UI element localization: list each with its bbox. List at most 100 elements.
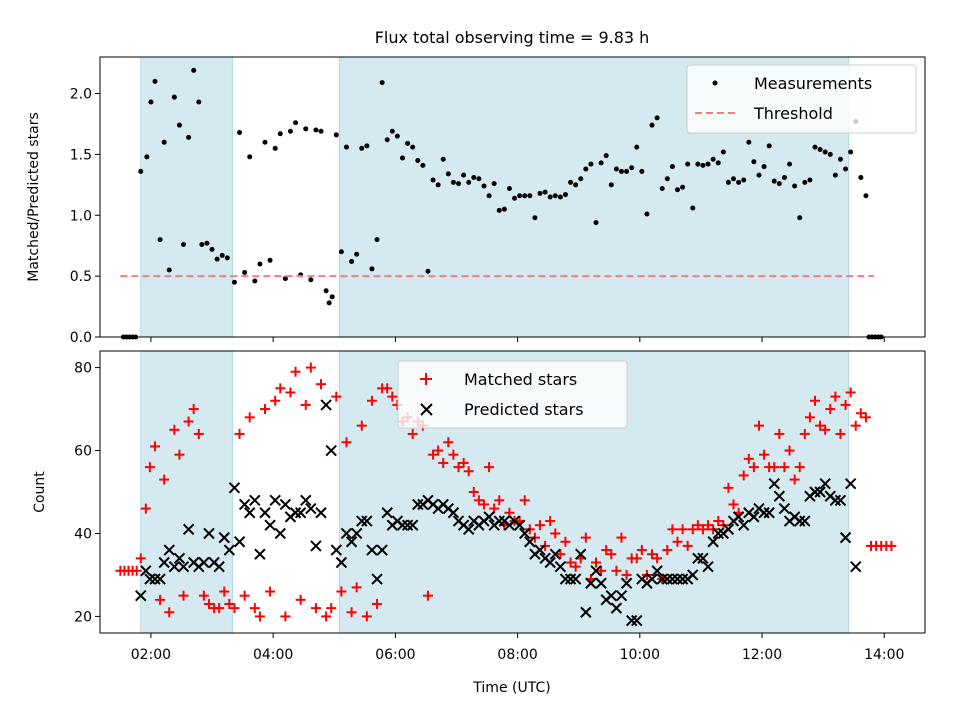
measurement-point [231,279,237,285]
measurement-point [461,172,467,178]
predicted-star-point [233,536,246,548]
predicted-star-point [524,536,536,548]
matched-star-point [779,462,790,473]
predicted-star-point [244,507,256,519]
predicted-star-point [406,519,419,531]
predicted-star-point [376,544,388,556]
matched-star-point [647,549,658,560]
measurement-point [746,139,752,145]
matched-star-point [748,462,759,473]
predicted-star-point [737,519,750,531]
matched-star-point [275,383,286,394]
predicted-star-point [462,523,475,536]
top-ytick-label-4: 2.0 [70,87,92,103]
predicted-star-point [356,515,368,527]
measurement-point [557,194,563,200]
measurement-point [654,115,660,121]
measurement-point [204,240,210,246]
measurement-point [148,99,154,105]
predicted-star-point [330,544,343,556]
predicted-star-point [279,498,292,511]
matched-star-point [850,420,861,431]
matched-star-point [611,565,622,576]
matched-star-point [214,603,225,614]
measurement-point [792,183,798,189]
predicted-star-point [401,519,414,531]
predicted-star-point [549,548,561,560]
matched-star-point [753,420,764,431]
measurement-point [450,179,456,185]
measurement-point [267,257,273,263]
predicted-star-point [305,502,317,515]
measurement-point [517,193,523,199]
chart-title: Flux total observing time = 9.83 h [375,28,650,47]
predicted-star-point [519,527,531,540]
measurement-point [848,149,854,155]
measurement-point [797,215,803,221]
matched-star-point [535,520,545,531]
measurement-point [817,147,823,153]
predicted-star-point [564,573,577,585]
predicted-star-point [799,515,811,527]
measurement-point [685,161,691,167]
measurement-point [359,145,365,151]
measurement-point [287,128,293,134]
matched-star-point [433,445,444,456]
matched-star-point [484,462,495,473]
matched-star-point [845,387,856,398]
matched-star-point [825,404,836,415]
measurement-point [669,164,675,170]
predicted-star-point [758,507,770,519]
matched-star-point [164,607,175,618]
predicted-star-point [340,527,353,540]
measurement-point [349,259,355,265]
measurement-point [664,176,670,182]
measurement-point [496,207,502,213]
predicted-star-point [203,527,215,540]
measurement-point [552,193,558,199]
top-ytick-label-3: 1.5 [70,147,92,163]
predicted-star-point [361,515,373,527]
predicted-star-point [350,527,363,540]
matched-star-point [234,428,245,439]
matched-star-point [636,545,647,556]
measurement-point [639,168,645,174]
measurement-point [364,143,370,149]
bot-ytick-label-0: 20 [74,609,92,625]
predicted-star-point [158,556,170,569]
matched-star-point [804,412,815,423]
matched-star-point [580,532,591,543]
legend-threshold-label: Threshold [753,104,833,123]
matched-star-point [203,598,214,609]
matched-star-point [458,457,469,468]
measurement-point [705,161,711,167]
predicted-star-point [595,577,607,589]
predicted-star-point [590,565,602,577]
x-tick-label-0: 02:00 [131,647,171,663]
predicted-star-point [315,507,327,519]
predicted-star-point [687,569,699,581]
measurement-point [695,161,701,167]
predicted-star-point [534,544,546,556]
measurement-point [624,168,630,174]
matched-star-point [799,428,810,439]
matched-star-point [428,449,439,460]
matched-star-point [331,391,342,402]
top-axes-frame [99,56,926,338]
matched-star-point [570,561,581,572]
measurement-point [751,159,757,165]
measurement-point [166,267,172,273]
measurement-point [491,181,497,187]
predicted-star-point [829,494,842,507]
bot-ytick-label-3: 80 [74,361,92,377]
measurement-point [138,168,144,174]
legend-measurements-marker [712,80,718,86]
measurement-point [710,156,716,162]
matched-star-point [677,524,688,535]
measurement-point [440,156,446,162]
predicted-star-point [447,507,460,519]
predicted-star-point [140,565,152,577]
measurement-point [573,182,579,188]
top-ytick-label-2: 1.0 [70,208,92,224]
measurement-point [415,157,421,163]
